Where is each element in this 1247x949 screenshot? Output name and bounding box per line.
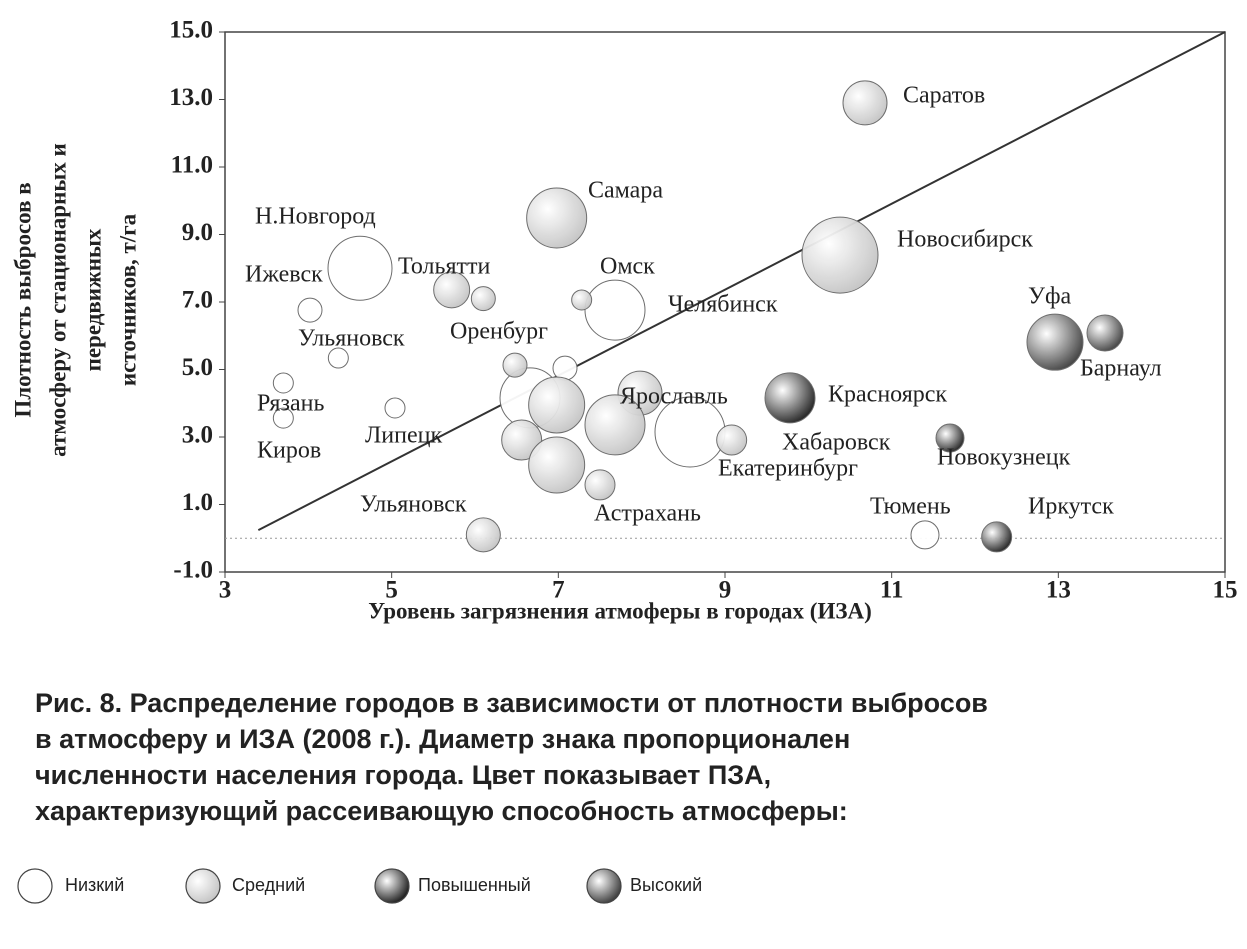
x-tick-label: 13 — [1046, 577, 1071, 604]
caption-line: Рис. 8. Распределение городов в зависимо… — [35, 688, 988, 718]
city-label: Самара — [588, 178, 663, 204]
city-label: Астрахань — [594, 501, 701, 527]
bubble — [716, 424, 748, 456]
bubble — [384, 397, 406, 419]
city-label: Саратов — [903, 83, 985, 109]
bubble — [470, 286, 496, 312]
bubble — [272, 372, 294, 394]
bubble — [801, 216, 879, 294]
bubble — [526, 187, 588, 249]
caption-line: характеризующий рассеивающую способность… — [35, 796, 848, 826]
bubble — [935, 423, 965, 453]
bubble — [981, 521, 1013, 553]
city-label: Красноярск — [828, 382, 947, 408]
x-tick-label: 15 — [1213, 577, 1238, 604]
y-tick-label: 13.0 — [169, 84, 213, 111]
city-label: Тольятти — [398, 254, 490, 280]
bubble — [297, 297, 323, 323]
bubble — [502, 352, 528, 378]
city-label: Омск — [600, 254, 655, 280]
y-axis-label-line: передвижных — [80, 228, 105, 371]
legend-label: Средний — [232, 875, 305, 895]
city-label: Киров — [257, 438, 321, 464]
bubble — [433, 271, 471, 309]
legend-label: Низкий — [65, 875, 124, 895]
legend-marker — [586, 868, 622, 904]
city-label: Челябинск — [668, 292, 778, 318]
x-tick-label: 9 — [719, 577, 732, 604]
bubble — [501, 419, 543, 461]
city-label: Барнаул — [1080, 356, 1162, 382]
city-label: Оренбург — [450, 319, 548, 345]
city-label: Н.Новгород — [255, 204, 376, 230]
city-label: Ижевск — [245, 262, 323, 288]
bubble — [465, 517, 501, 553]
x-tick-label: 7 — [552, 577, 565, 604]
bubble — [327, 347, 349, 369]
bubble — [1026, 313, 1084, 371]
bubble — [571, 289, 593, 311]
city-label: Иркутск — [1028, 494, 1114, 520]
legend-marker — [185, 868, 221, 904]
y-axis-label-line: Плотность выбросов в — [10, 182, 35, 417]
bubble — [764, 372, 816, 424]
y-tick-label: 15.0 — [169, 17, 213, 44]
legend-label: Повышенный — [418, 875, 531, 895]
city-label: Тюмень — [870, 494, 951, 520]
x-tick-label: 11 — [880, 577, 904, 604]
bubble — [842, 80, 888, 126]
y-axis-label-line: атмосферу от стационарных и — [45, 143, 70, 457]
city-label: Рязань — [257, 391, 324, 417]
city-label: Хабаровск — [782, 430, 891, 456]
reference-line — [257, 31, 1226, 532]
caption-line: численности населения города. Цвет показ… — [35, 760, 771, 790]
y-tick-label: 11.0 — [171, 152, 213, 179]
caption-line: в атмосферу и ИЗА (2008 г.). Диаметр зна… — [35, 724, 850, 754]
x-axis-label: Уровень загрязнения атмоферы в городах (… — [368, 598, 872, 623]
bubble — [327, 235, 393, 301]
bubble — [1086, 314, 1124, 352]
city-label: Екатеринбург — [718, 456, 858, 482]
bubble — [584, 394, 646, 456]
city-label: Ярославль — [620, 384, 728, 410]
y-axis-label-line: источников, т/га — [115, 213, 140, 386]
legend-marker — [17, 868, 53, 904]
city-label: Новокузнецк — [937, 445, 1071, 471]
y-tick-label: 3.0 — [182, 422, 213, 449]
city-label: Уфа — [1028, 284, 1072, 310]
city-label: Ульяновск — [298, 326, 405, 352]
bubble — [528, 376, 586, 434]
city-label: Новосибирск — [897, 227, 1033, 253]
y-axis-label: Плотность выбросов в атмосферу от стацион… — [10, 143, 140, 457]
y-tick-label: 5.0 — [182, 354, 213, 381]
y-tick-label: 1.0 — [182, 489, 213, 516]
y-tick-label: 9.0 — [182, 219, 213, 246]
bubble — [528, 436, 586, 494]
x-tick-label: 5 — [385, 577, 398, 604]
legend-marker — [374, 868, 410, 904]
city-label: Ульяновск — [360, 492, 467, 518]
y-tick-label: 7.0 — [182, 287, 213, 314]
city-label: Липецк — [365, 423, 442, 449]
bubble — [272, 407, 294, 429]
y-tick-label: -1.0 — [173, 557, 213, 584]
x-tick-label: 3 — [219, 577, 232, 604]
bubble — [910, 520, 940, 550]
bubble — [584, 279, 646, 341]
bubble — [584, 469, 616, 501]
legend-label: Высокий — [630, 875, 702, 895]
